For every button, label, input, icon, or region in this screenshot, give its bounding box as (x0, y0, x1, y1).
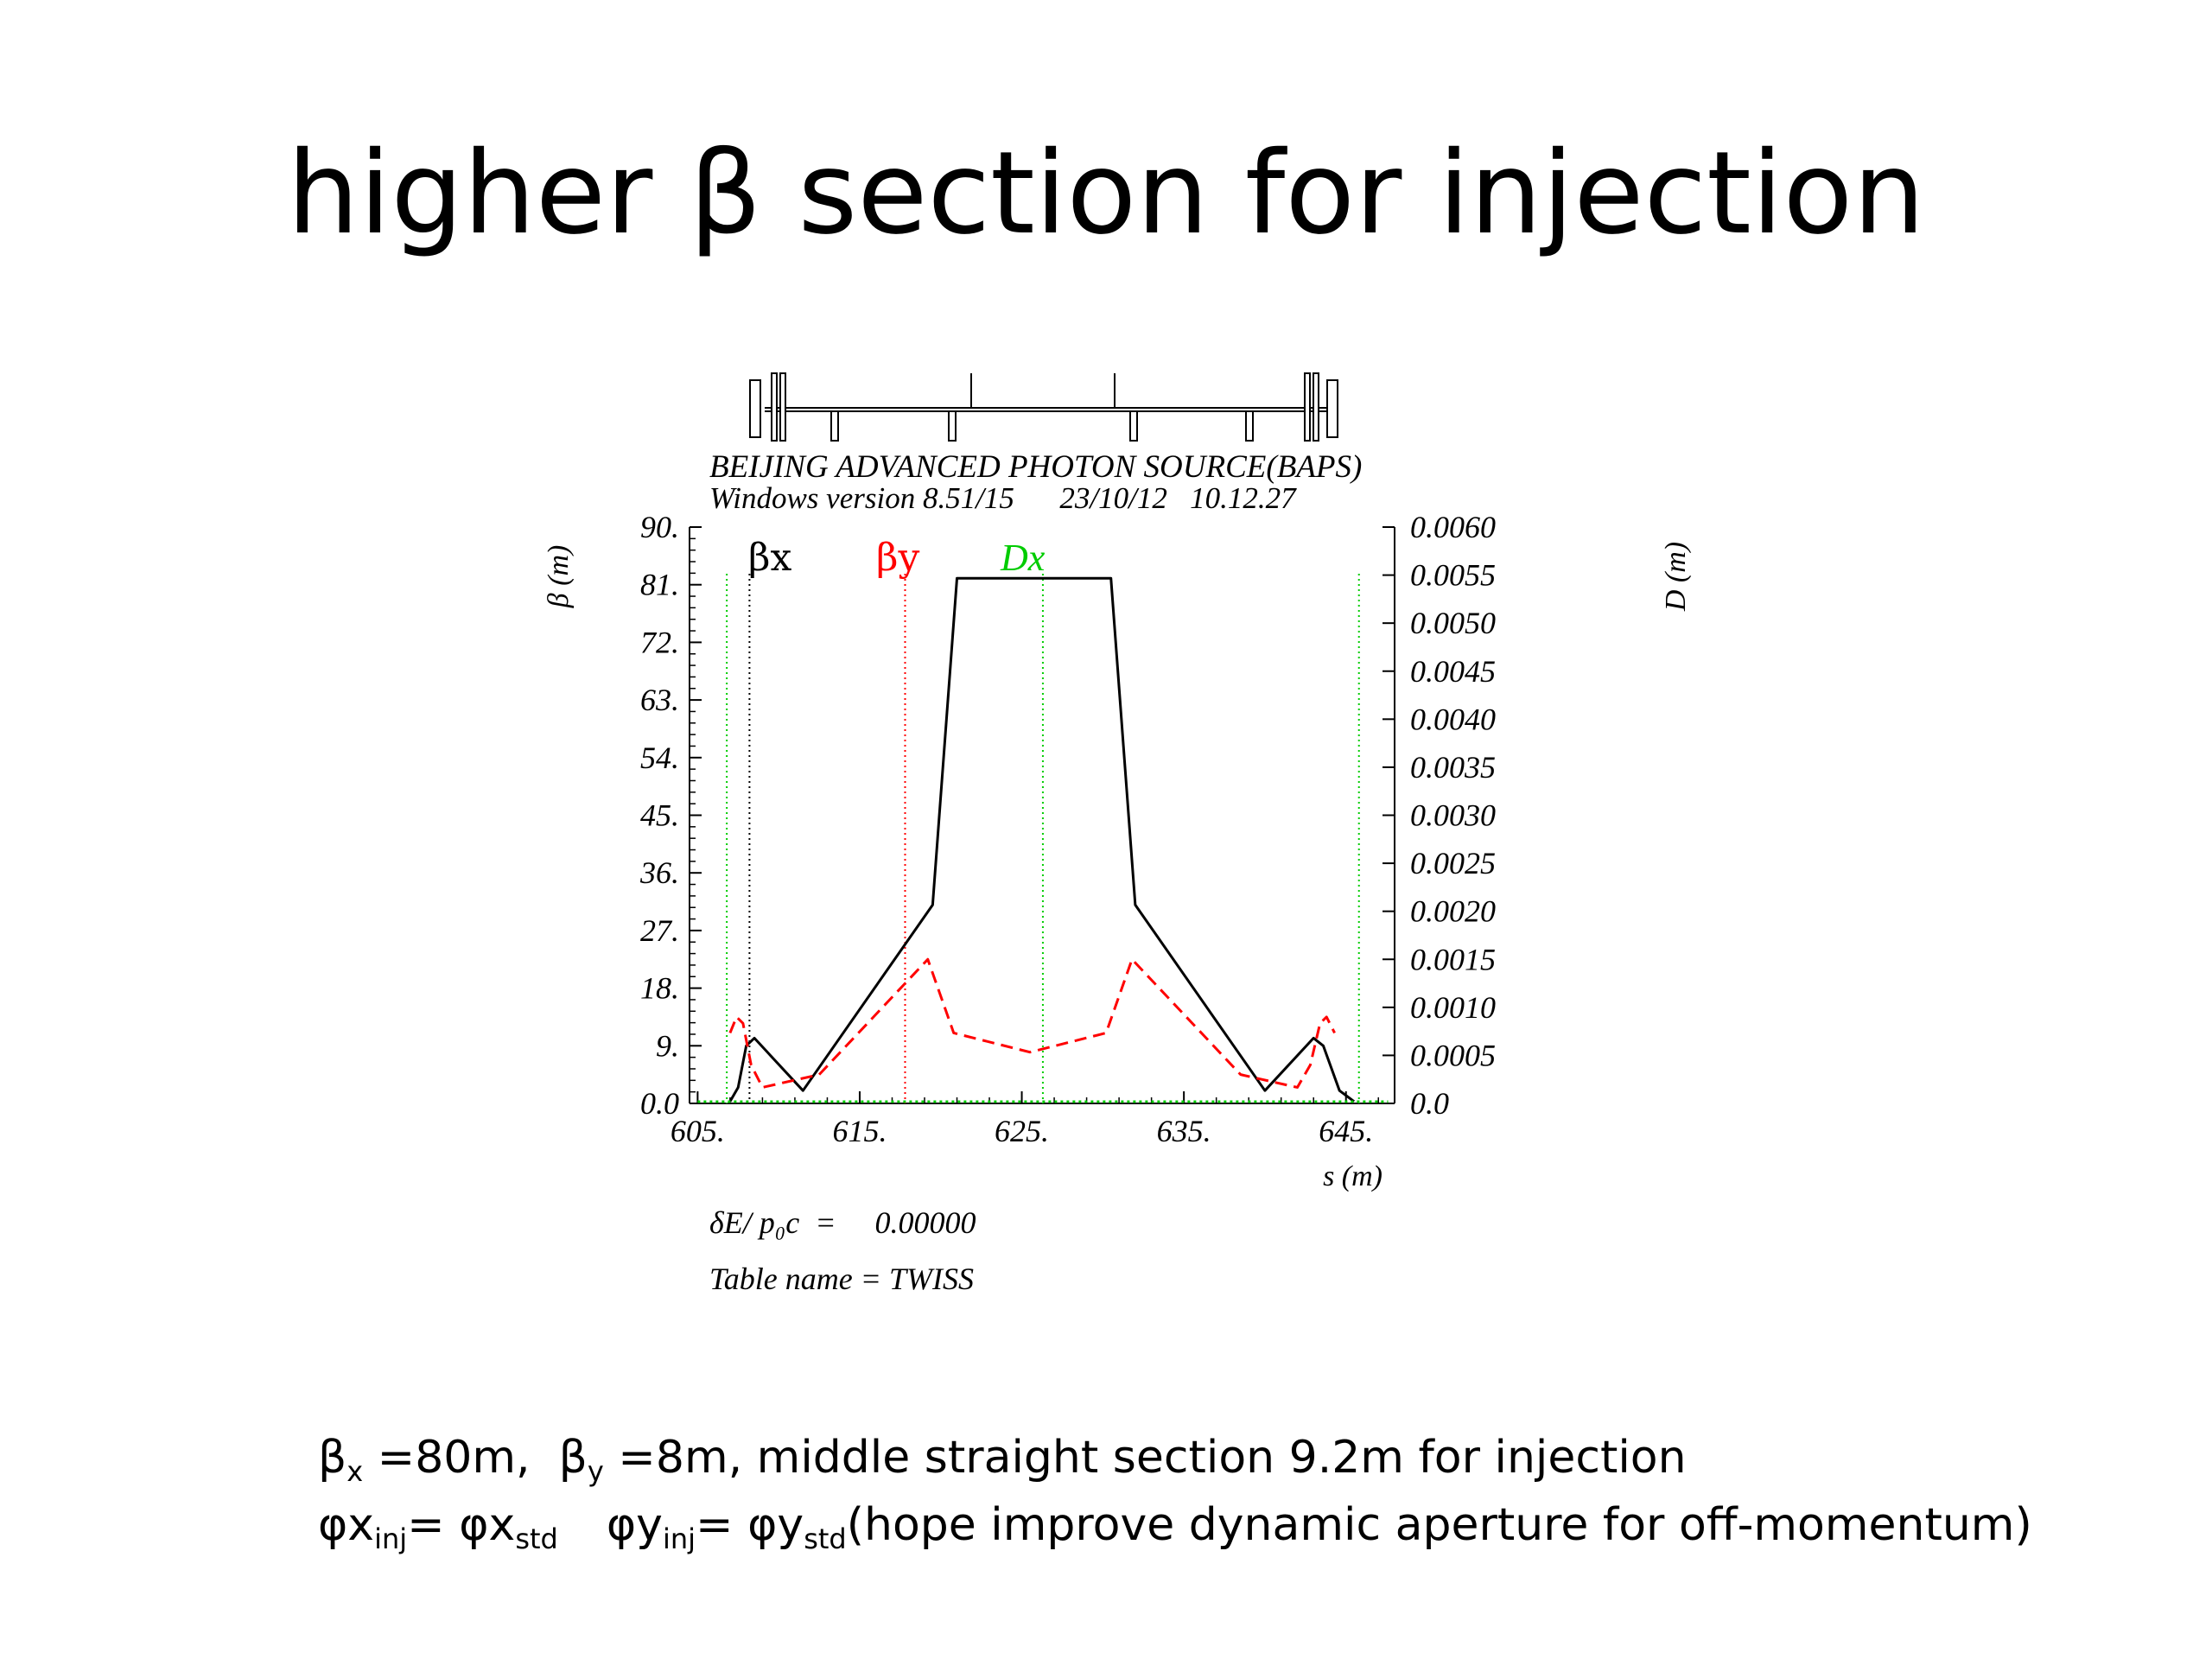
y-left-tick-label: 90. (640, 510, 679, 544)
y-right-tick-label: 0.0010 (1410, 990, 1496, 1025)
beta-x-symbol: β (318, 1432, 347, 1484)
subscript-std: std (515, 1522, 558, 1555)
notes-text-2: =8m, middle straight section 9.2m for in… (603, 1432, 1687, 1484)
y-left-tick-label: 72. (640, 625, 679, 659)
subscript-inj: inj (374, 1522, 408, 1555)
y-axis-label-left: β (m) (543, 545, 575, 609)
y-left-tick-label: 36. (639, 855, 679, 890)
subscript-x: x (346, 1455, 364, 1488)
notes-tail: (hope improve dynamic aperture for off-m… (846, 1499, 2032, 1551)
subscript-y: y (587, 1455, 604, 1488)
x-tick-label: 605. (671, 1114, 725, 1148)
y-left-tick-label: 9. (656, 1028, 679, 1063)
y-right-tick-label: 0.0035 (1410, 750, 1496, 785)
y-left-tick-label: 54. (640, 741, 679, 775)
y-right-tick-label: 0.0020 (1410, 894, 1496, 929)
y-right-tick-label: 0.0005 (1410, 1038, 1496, 1072)
plot-title: BEIJING ADVANCED PHOTON SOURCE(BAPS) (709, 449, 1362, 485)
y-axis-label-right: D (m) (1660, 542, 1692, 612)
slide-notes: βx =80m, βy =8m, middle straight section… (318, 1424, 2032, 1559)
x-axis-label: s (m) (1323, 1160, 1382, 1192)
x-tick-label: 625. (995, 1114, 1049, 1148)
series-lines (697, 574, 1389, 1103)
phi-y-eq: = φy (696, 1499, 804, 1551)
y-left-tick-label: 45. (640, 798, 679, 833)
y-right-tick-label: 0.0040 (1410, 702, 1496, 736)
y-right-tick-label: 0.0055 (1410, 558, 1496, 593)
x-tick-label: 645. (1319, 1114, 1373, 1148)
tick-labels: 0.0 9. 18. 27. 36. 45. 54. 63. 72. 81. 90. 0.0 0.000… (639, 510, 1496, 1148)
notes-text-1: =80m, (363, 1432, 559, 1484)
y-left-tick-label: 81. (640, 568, 679, 602)
legend-label-betay: βy (876, 536, 919, 580)
axes (689, 526, 1395, 1104)
phi-y-inj: φy (606, 1499, 663, 1551)
y-right-tick-label: 0.0060 (1410, 510, 1496, 544)
y-left-tick-label: 63. (640, 683, 679, 717)
y-right-tick-label: 0.0 (1410, 1086, 1449, 1121)
legend-label-betax: βx (748, 536, 791, 580)
legend-label-dx: Dx (1000, 537, 1046, 579)
slide-title: higher β section for injection (287, 127, 1925, 260)
x-tick-label: 635. (1157, 1114, 1211, 1148)
plot-subtitle: Windows version 8.51/15 23/10/12 10.12.2… (709, 481, 1297, 515)
y-right-tick-label: 0.0030 (1410, 798, 1496, 833)
lattice-layout-diagram (749, 372, 1338, 442)
y-right-tick-label: 0.0045 (1410, 654, 1496, 689)
legend: βx βy Dx (748, 536, 1046, 580)
table-name-annotation: Table name = TWISS (709, 1262, 974, 1296)
notes-line-1: βx =80m, βy =8m, middle straight section… (318, 1424, 2032, 1491)
momentum-annotation: δE/ p₀c = 0.00000 (709, 1205, 976, 1240)
y-left-tick-label: 27. (640, 913, 679, 948)
y-left-tick-label: 18. (640, 971, 679, 1006)
notes-line-2: φxinj= φxstd φyinj= φystd(hope improve dy… (318, 1491, 2032, 1559)
subscript-std-2: std (804, 1522, 847, 1555)
x-tick-label: 615. (832, 1114, 887, 1148)
y-left-tick-label: 0.0 (640, 1086, 679, 1121)
beta-y-line (728, 957, 1336, 1089)
y-right-tick-label: 0.0015 (1410, 942, 1496, 976)
y-right-tick-label: 0.0025 (1410, 846, 1496, 880)
y-right-tick-label: 0.0050 (1410, 606, 1496, 640)
subscript-inj-2: inj (662, 1522, 696, 1555)
phi-x-eq: = φx (407, 1499, 516, 1551)
phi-x-inj: φx (318, 1499, 375, 1551)
beta-y-symbol: β (558, 1432, 588, 1484)
